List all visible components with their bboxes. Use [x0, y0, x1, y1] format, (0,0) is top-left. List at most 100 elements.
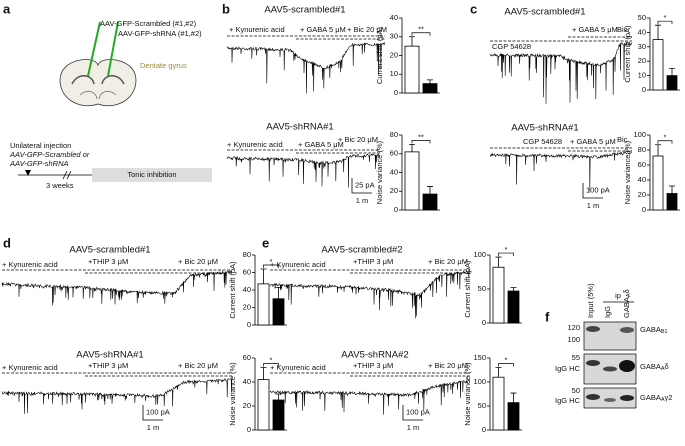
trace-title: AAV5-shRNA#1: [76, 350, 143, 361]
significance-label: *: [664, 133, 667, 142]
lane-label: IgG: [603, 306, 612, 318]
construct-label: AAV-GFP-Scrambled (#1,#2): [100, 19, 197, 28]
error-bar: [510, 392, 517, 403]
y-tick-label: 50: [478, 284, 486, 293]
significance-bracket: [263, 363, 279, 367]
bar: [422, 83, 438, 94]
band-label-suffix: γ2: [665, 393, 673, 402]
drug-label: + GABA 5 μM: [572, 25, 618, 34]
drug-label: CGP 54628: [523, 137, 562, 146]
timeline-label: 3 weeks: [46, 181, 74, 190]
marker-label: 55: [572, 353, 580, 362]
y-tick-label: 20: [638, 190, 646, 199]
lane-label-base: Input (5%): [586, 283, 595, 318]
drug-label: + GABA 5 μM: [570, 137, 616, 146]
drug-label: + Kynurenic acid: [2, 363, 58, 372]
y-tick-label: 20: [390, 186, 398, 195]
drug-label: +THIP 3 μM: [88, 361, 128, 370]
drug-label: +THIP 3 μM: [88, 257, 128, 266]
y-tick-label: 40: [390, 13, 398, 22]
bar: [492, 266, 505, 324]
drug-label: Bic: [617, 135, 628, 144]
drug-label: + GABA 5 μM: [298, 140, 344, 149]
scale-label: 100 pA: [146, 407, 170, 416]
y-tick-label: 30: [390, 32, 398, 41]
significance-bracket: [411, 140, 431, 144]
error-bar: [669, 68, 675, 76]
y-tick-label: 0: [482, 318, 486, 327]
bar: [507, 402, 520, 431]
trace-title: AAV5-shRNA#2: [341, 350, 408, 361]
drug-label: + Bic 20 μM: [428, 361, 468, 370]
bar: [492, 376, 505, 431]
current-trace: [1, 378, 233, 414]
current-trace: [226, 153, 380, 188]
current-trace: [269, 379, 471, 415]
error-bar: [495, 256, 502, 268]
significance-bracket: [498, 363, 514, 367]
bar: [652, 155, 664, 211]
band-label-sub: A: [661, 397, 665, 403]
scale-label: 25 pA: [355, 180, 375, 189]
western-blot: [583, 301, 637, 409]
band-label-sub: B1: [661, 329, 668, 335]
band-label: GABAAδ: [640, 362, 669, 372]
y-axis-label: Current shift (pA): [623, 25, 632, 83]
y-tick-label: 0: [482, 425, 486, 434]
y-tick-label: 0: [247, 320, 251, 329]
band-label-base: GABA: [640, 325, 661, 334]
y-tick-label: 40: [243, 285, 251, 294]
y-tick-label: 60: [390, 149, 398, 158]
band-label-base: GABA: [640, 362, 661, 371]
y-tick-label: 80: [638, 145, 646, 154]
region-label: Dentate gyrus: [140, 61, 187, 70]
y-tick-label: 20: [243, 401, 251, 410]
y-tick-label: 0: [642, 205, 646, 214]
error-bar: [510, 287, 517, 292]
y-axis-label: Noise variance (%): [228, 362, 237, 426]
panel-letter: f: [545, 309, 550, 324]
y-axis-label: Current shift (pA): [463, 260, 472, 318]
drug-label: + Kynurenic acid: [227, 140, 283, 149]
marker-label: IgG HC: [555, 364, 581, 373]
trace-title: AAV5-scrambled#1: [504, 7, 585, 18]
scale-label: 1 m: [147, 423, 160, 432]
panel-letter: a: [3, 1, 11, 16]
construct-label: AAV-GFP-shRNA (#1,#2): [118, 29, 202, 38]
y-tick-label: 100: [473, 250, 486, 259]
y-tick-label: 40: [638, 175, 646, 184]
significance-bracket: [498, 252, 514, 257]
y-tick-label: 0: [642, 85, 646, 94]
band-label: GABAAγ2: [640, 393, 672, 403]
error-bar: [275, 393, 282, 400]
y-tick-label: 60: [243, 353, 251, 362]
y-tick-label: 0: [247, 425, 251, 434]
scale-bar: [142, 405, 163, 421]
significance-bracket: [411, 32, 431, 36]
bar: [666, 193, 678, 211]
current-trace: [489, 41, 632, 104]
drug-label: + GABA 5 μM: [300, 25, 346, 34]
y-tick-label: 150: [473, 353, 486, 362]
bar: [257, 283, 270, 326]
y-tick-label: 80: [390, 130, 398, 139]
y-axis-label: Noise variance (%): [375, 140, 384, 204]
marker-label: 100: [567, 335, 580, 344]
y-tick-label: 40: [243, 377, 251, 386]
lane-label-base: IgG: [603, 306, 612, 318]
panel-letter: c: [470, 1, 477, 16]
error-bar: [655, 24, 661, 40]
current-trace: [489, 151, 632, 192]
trace-title: AAV5-scrambled#2: [321, 245, 402, 256]
significance-label: **: [418, 132, 424, 141]
y-axis-label: Noise variance (%): [623, 140, 632, 204]
trace-title: AAV5-scrambled#1: [264, 5, 345, 16]
marker-label: 120: [567, 323, 580, 332]
ip-label: ip: [615, 291, 621, 300]
scale-label: 100 pA: [586, 185, 610, 194]
trace-title: AAV5-shRNA#1: [266, 122, 333, 133]
marker-label: 50: [572, 386, 580, 395]
error-bar: [409, 36, 415, 47]
significance-label: *: [664, 13, 667, 22]
y-tick-label: 10: [390, 69, 398, 78]
